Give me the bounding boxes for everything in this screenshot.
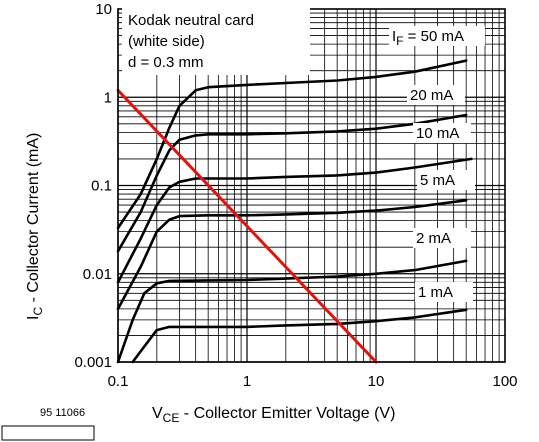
x-axis-title: VCE - Collector Emitter Voltage (V) [152, 405, 395, 425]
tick-labels: 0.1 1 10 100 0.001 0.01 0.1 1 10 [74, 1, 517, 390]
series-line [116, 59, 468, 230]
curve-label: 2 mA [416, 230, 451, 247]
curve-label: 1 mA [418, 284, 453, 301]
curve-label-main: 2 mA [416, 230, 451, 247]
annotation-line-3: d = 0.3 mm [128, 54, 203, 71]
series-line [116, 259, 468, 364]
y-tick-label: 0.1 [91, 178, 112, 195]
curve-label-rest: = 50 mA [404, 28, 464, 45]
x-axis-title-main: V [152, 405, 163, 422]
curve-label-bg [389, 26, 485, 46]
y-tick-label: 1 [104, 89, 112, 106]
y-axis-title-main: I [25, 316, 42, 320]
figure-id-box [1, 425, 95, 441]
curve-label: 10 mA [416, 125, 459, 142]
curve-label-bg [417, 170, 475, 190]
annotation-box [122, 8, 310, 75]
curve-label-main: 10 mA [416, 125, 459, 142]
x-axis-title-rest: - Collector Emitter Voltage (V) [179, 405, 395, 422]
y-tick-label: 0.001 [74, 354, 112, 371]
curve-label-main: 5 mA [420, 172, 455, 189]
curve-label-sub: F [396, 34, 403, 48]
figure-id: 95 11066 [40, 407, 85, 419]
series-line [116, 113, 468, 253]
plot-frame [117, 8, 506, 363]
y-axis-title-rest: - Collector Current (mA) [25, 133, 42, 307]
series-line [131, 308, 468, 364]
curve-labels: IF = 50 mA 20 mA 10 mA 5 mA 2 mA 1 mA [389, 26, 485, 302]
curve-label-bg [415, 282, 473, 302]
annotation-line-2: (white side) [128, 33, 205, 50]
curves [116, 59, 473, 364]
curve-label: IF = 50 mA [392, 28, 464, 48]
curve-label: 20 mA [410, 87, 453, 104]
y-tick-label: 10 [95, 1, 112, 18]
curve-label-main: I [392, 28, 396, 45]
x-axis-title-sub: CE [163, 411, 180, 425]
curve-label-bg [413, 228, 471, 248]
x-tick-label: 0.1 [108, 373, 129, 390]
y-axis-title-sub: C [31, 307, 45, 316]
annotation-line-1: Kodak neutral card [128, 12, 254, 29]
x-tick-label: 100 [492, 373, 517, 390]
series-line [116, 199, 468, 311]
y-axis-title: IC - Collector Current (mA) [25, 133, 45, 320]
curve-label-main: 20 mA [410, 87, 453, 104]
series-line [116, 157, 473, 284]
x-tick-label: 10 [368, 373, 385, 390]
curve-label-bg [413, 123, 471, 143]
y-tick-label: 0.01 [83, 266, 112, 283]
plot-border [117, 8, 506, 363]
curve-label-bg [407, 85, 465, 105]
load-line [116, 88, 378, 364]
curve-label: 5 mA [420, 172, 455, 189]
x-tick-label: 1 [243, 373, 251, 390]
curve-label-main: 1 mA [418, 284, 453, 301]
